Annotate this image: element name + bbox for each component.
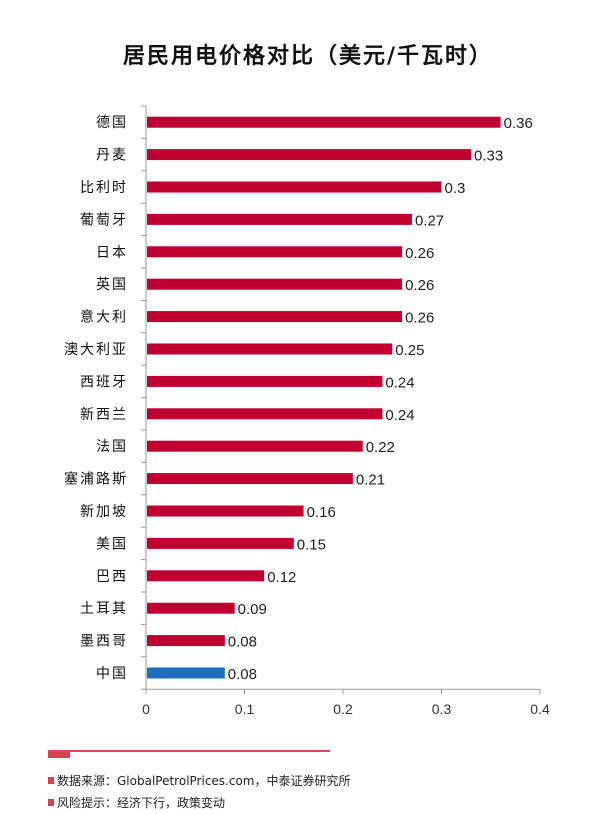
data-label: 0.3 xyxy=(445,180,466,197)
bar xyxy=(147,537,294,549)
category-label: 巴西 xyxy=(96,569,128,585)
data-label: 0.25 xyxy=(395,342,424,359)
category-label: 比利时 xyxy=(80,180,128,196)
bar xyxy=(147,343,393,355)
data-label: 0.09 xyxy=(238,601,267,618)
footer-divider xyxy=(48,750,330,752)
bar xyxy=(147,602,235,614)
category-label: 塞浦路斯 xyxy=(64,471,128,488)
category-label: 德国 xyxy=(96,115,128,131)
data-label: 0.08 xyxy=(228,666,257,683)
data-label: 0.21 xyxy=(356,472,385,489)
source-note: 数据来源：GlobalPetrolPrices.com，中泰证券研究所 xyxy=(48,772,351,789)
source-text: 数据来源：GlobalPetrolPrices.com，中泰证券研究所 xyxy=(57,774,351,788)
x-tick-label: 0.3 xyxy=(432,701,452,717)
category-label: 意大利 xyxy=(80,309,128,326)
bar xyxy=(147,570,265,582)
x-tick-label: 0.4 xyxy=(530,701,550,717)
bullet-square-icon xyxy=(48,777,54,784)
category-label: 土耳其 xyxy=(80,601,128,617)
category-label: 美国 xyxy=(96,536,128,552)
data-label: 0.15 xyxy=(297,536,326,553)
bar xyxy=(147,667,225,679)
category-label: 丹麦 xyxy=(96,148,128,164)
data-label: 0.24 xyxy=(385,407,414,424)
bar xyxy=(147,181,442,193)
data-label: 0.08 xyxy=(228,634,257,651)
category-label: 墨西哥 xyxy=(80,634,128,650)
bar xyxy=(147,505,304,517)
data-label: 0.36 xyxy=(504,115,533,132)
category-label: 中国 xyxy=(96,666,128,682)
category-label: 新西兰 xyxy=(80,407,128,423)
x-tick-label: 0.1 xyxy=(235,701,255,717)
bullet-square-icon xyxy=(48,799,54,806)
category-label: 西班牙 xyxy=(80,374,128,390)
data-label: 0.24 xyxy=(385,374,414,391)
bar xyxy=(147,246,403,258)
bar-chart: 0 0.1 0.2 0.3 0.4 德国 0.36 丹麦 0.33 比利时 0.3 葡萄牙 0.27 日本… xyxy=(64,105,550,717)
bar xyxy=(147,473,353,485)
category-label: 法国 xyxy=(96,439,128,455)
data-label: 0.26 xyxy=(405,245,434,262)
footer-accent-block xyxy=(48,752,70,758)
data-label: 0.33 xyxy=(474,148,503,165)
x-tick-label: 0 xyxy=(142,701,150,717)
bar xyxy=(147,375,383,387)
category-label: 英国 xyxy=(96,276,128,293)
chart-title: 居民用电价格对比（美元/千瓦时） xyxy=(122,44,494,69)
data-label: 0.26 xyxy=(405,277,434,294)
data-label: 0.22 xyxy=(366,439,395,456)
bar xyxy=(147,408,383,420)
category-label: 新加坡 xyxy=(80,504,128,520)
bar xyxy=(147,440,363,452)
category-label: 葡萄牙 xyxy=(80,212,128,228)
bar xyxy=(147,116,501,128)
bar xyxy=(147,311,403,323)
data-label: 0.12 xyxy=(267,569,296,586)
risk-text: 风险提示：经济下行，政策变动 xyxy=(57,796,226,810)
bar xyxy=(147,213,412,225)
category-label: 日本 xyxy=(96,245,128,261)
risk-note: 风险提示：经济下行，政策变动 xyxy=(48,794,225,811)
data-label: 0.27 xyxy=(415,212,444,229)
bar xyxy=(147,149,472,161)
bar xyxy=(147,635,225,647)
x-tick-label: 0.2 xyxy=(333,701,353,717)
category-label: 澳大利亚 xyxy=(64,342,128,358)
bar xyxy=(147,278,403,290)
data-label: 0.16 xyxy=(307,504,336,521)
data-label: 0.26 xyxy=(405,310,434,327)
